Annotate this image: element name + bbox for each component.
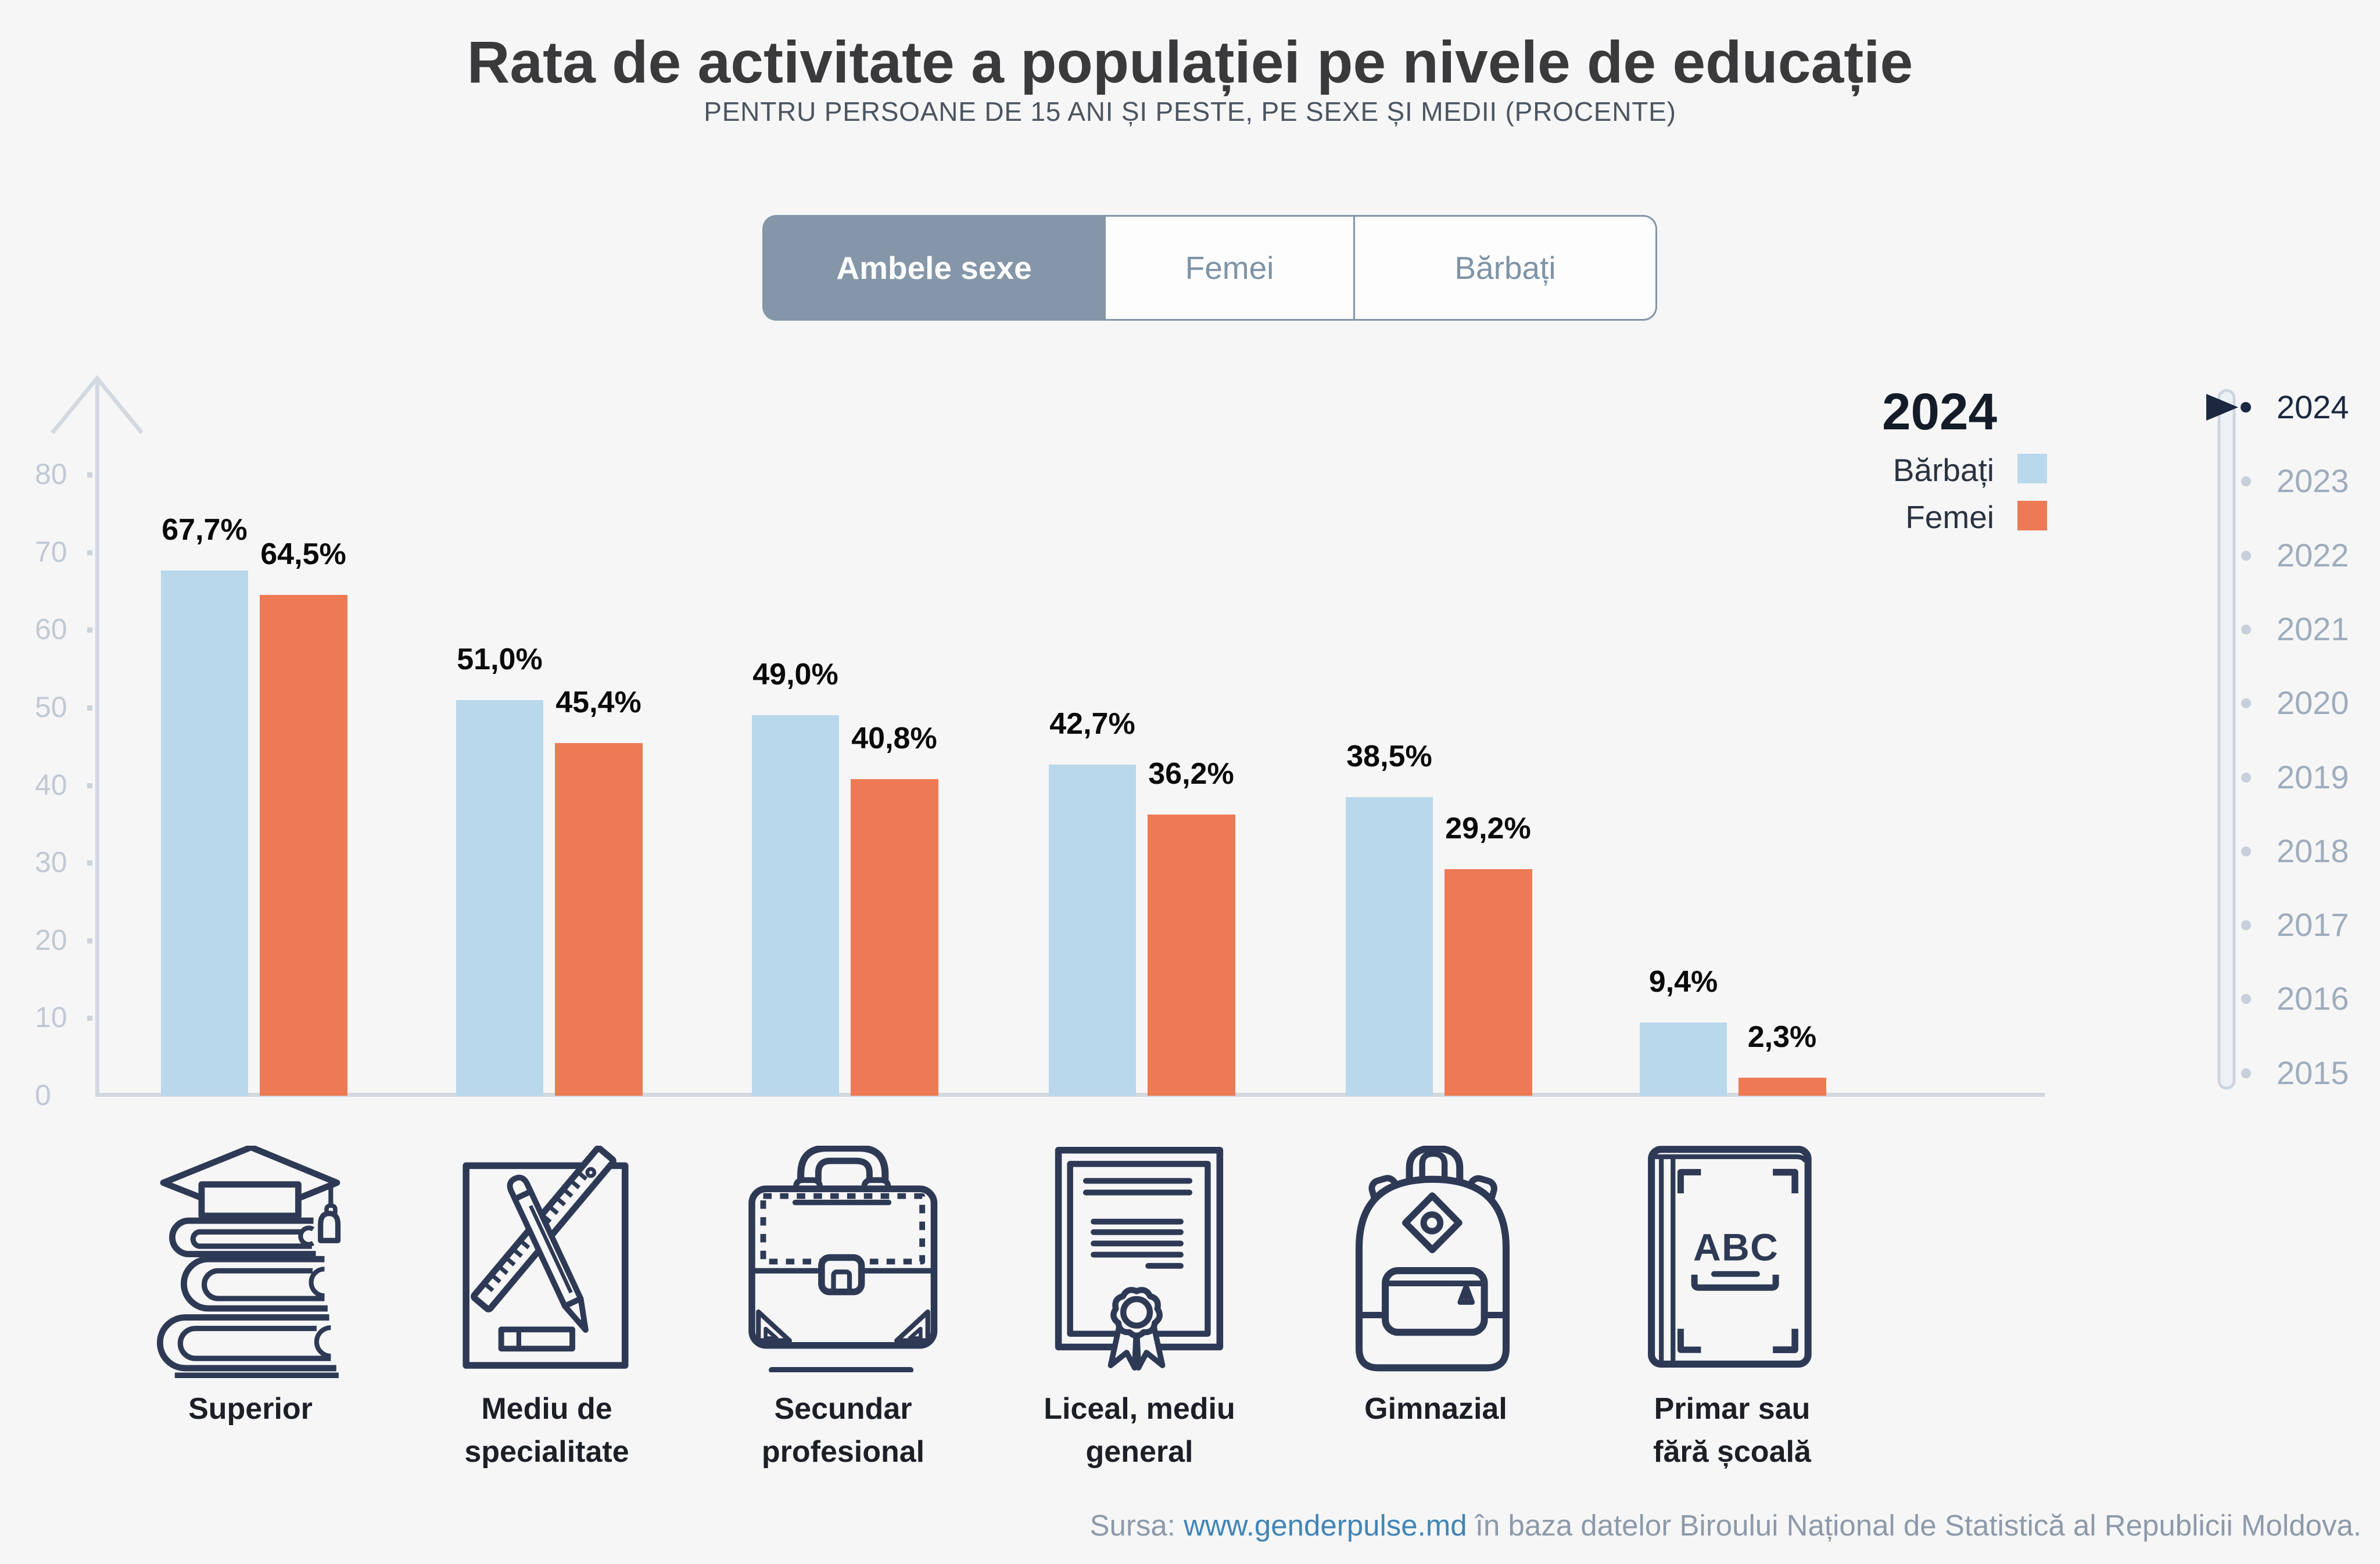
svg-text:ABC: ABC <box>1693 1225 1779 1268</box>
